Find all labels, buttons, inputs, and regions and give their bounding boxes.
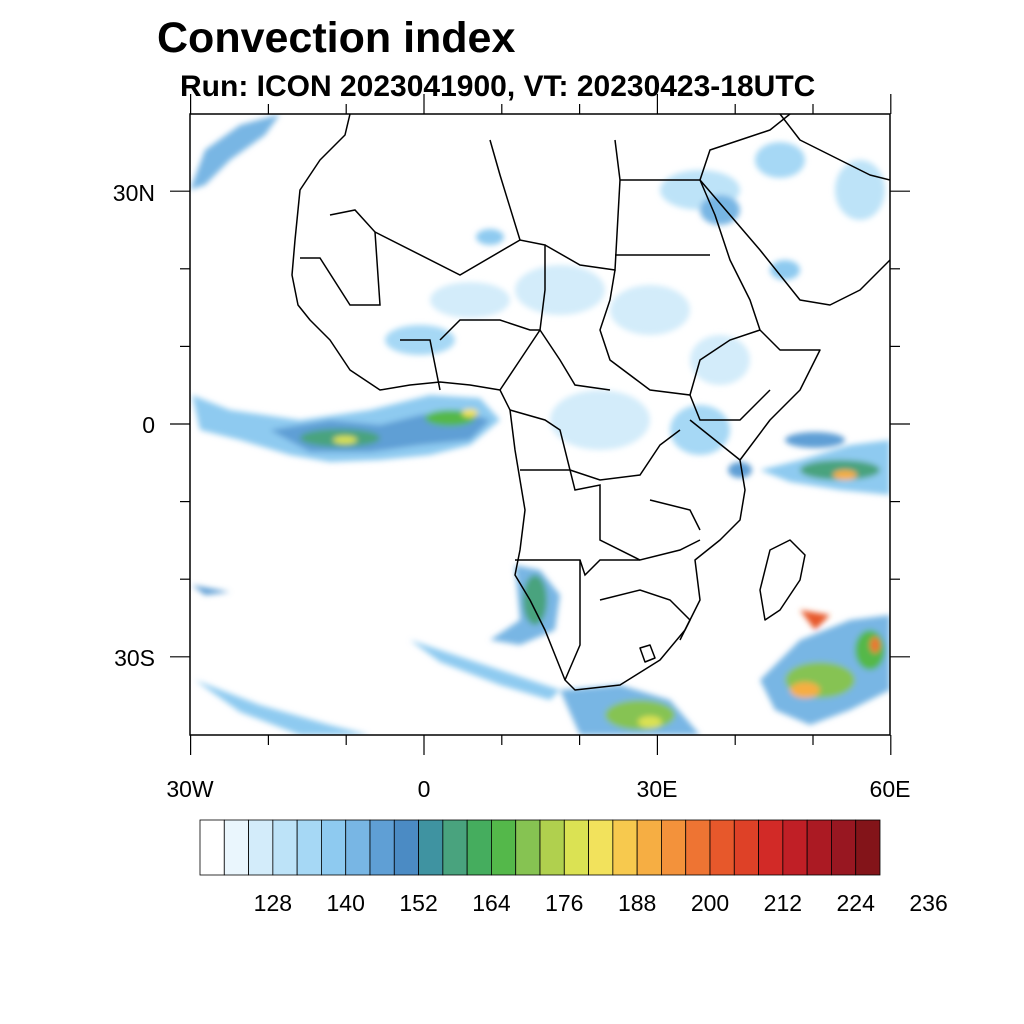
axis-ticks (170, 94, 910, 755)
colorbar-label: 128 (254, 890, 292, 916)
colorbar-swatch (296, 819, 322, 876)
colorbar-label: 176 (545, 890, 583, 916)
colorbar-swatch (685, 819, 711, 876)
colorbar-swatch (321, 819, 347, 876)
colorbar-label: 164 (472, 890, 511, 916)
colorbar-swatch (466, 819, 492, 876)
colorbar-labels: 128 140 152 164 176 188 200 212 224 236 (254, 890, 948, 916)
colorbar-swatch (709, 819, 735, 876)
colorbar-swatch (248, 819, 274, 876)
country-borders (300, 139, 771, 681)
colorbar-label: 224 (837, 890, 876, 916)
lon-label-60e: 60E (870, 776, 911, 802)
lat-label-0: 0 (142, 412, 155, 438)
colorbar (199, 819, 881, 876)
colorbar-swatch (345, 819, 371, 876)
lat-label-30s: 30S (114, 645, 155, 671)
colorbar-swatch (612, 819, 638, 876)
colorbar-swatch (515, 819, 541, 876)
chart-subtitle: Run: ICON 2023041900, VT: 20230423-18UTC (180, 70, 816, 103)
coastlines (291, 114, 890, 691)
colorbar-swatch (758, 819, 784, 876)
colorbar-swatch (369, 819, 395, 876)
colorbar-swatch (199, 819, 225, 876)
colorbar-swatch (563, 819, 589, 876)
colorbar-swatch (661, 819, 687, 876)
colorbar-label: 200 (691, 890, 729, 916)
lon-label-30w: 30W (166, 776, 214, 802)
colorbar-swatch (539, 819, 565, 876)
colorbar-swatch (272, 819, 298, 876)
colorbar-swatch (223, 819, 249, 876)
colorbar-swatch (636, 819, 662, 876)
chart-title: Convection index (157, 14, 516, 62)
colorbar-swatch (831, 819, 857, 876)
colorbar-swatch (855, 819, 881, 876)
colorbar-swatch (806, 819, 832, 876)
colorbar-swatch (491, 819, 517, 876)
colorbar-label: 212 (764, 890, 802, 916)
lat-label-30n: 30N (113, 180, 155, 206)
colorbar-label: 152 (399, 890, 437, 916)
colorbar-swatch (588, 819, 614, 876)
convection-field (190, 114, 890, 735)
colorbar-label: 188 (618, 890, 656, 916)
colorbar-swatch (442, 819, 468, 876)
lon-label-0: 0 (418, 776, 431, 802)
colorbar-swatch (782, 819, 808, 876)
colorbar-swatch (418, 819, 444, 876)
lon-label-30e: 30E (637, 776, 678, 802)
colorbar-swatch (393, 819, 419, 876)
colorbar-swatch (733, 819, 759, 876)
colorbar-label: 236 (909, 890, 947, 916)
colorbar-label: 140 (327, 890, 365, 916)
